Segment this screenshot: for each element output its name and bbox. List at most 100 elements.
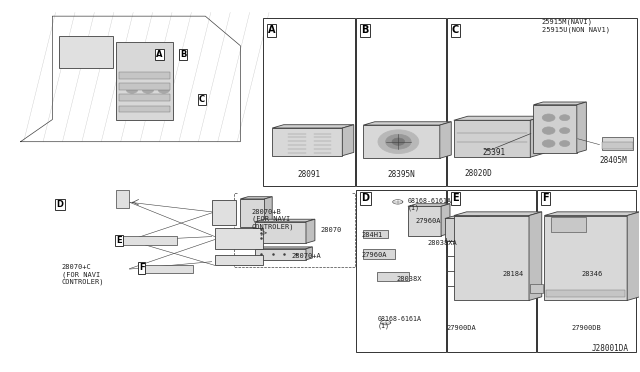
Polygon shape [529, 212, 541, 301]
Bar [138, 264, 193, 273]
Polygon shape [440, 122, 451, 158]
Text: 28405M: 28405M [599, 155, 627, 165]
Text: 28038X: 28038X [396, 276, 422, 282]
Text: (FOR NAVI: (FOR NAVI [252, 216, 290, 222]
Circle shape [559, 115, 570, 121]
Text: 27960A: 27960A [362, 253, 387, 259]
Text: 28020D: 28020D [464, 169, 492, 177]
Polygon shape [255, 222, 306, 243]
Polygon shape [544, 215, 627, 301]
Polygon shape [408, 206, 441, 236]
Polygon shape [534, 102, 586, 105]
Bar [538, 190, 636, 352]
Circle shape [126, 87, 138, 93]
Polygon shape [445, 218, 472, 241]
Text: 28091: 28091 [298, 170, 321, 179]
Text: A: A [156, 50, 163, 59]
Bar [212, 200, 236, 225]
Polygon shape [342, 125, 354, 156]
Text: C: C [452, 25, 459, 35]
Text: D: D [362, 193, 369, 203]
Polygon shape [445, 216, 479, 218]
Polygon shape [272, 125, 354, 128]
Text: 28038XA: 28038XA [427, 240, 457, 246]
Text: 28070+B: 28070+B [252, 209, 282, 215]
Polygon shape [454, 212, 541, 215]
Bar [215, 255, 262, 265]
Text: (1): (1) [378, 322, 389, 329]
Polygon shape [577, 102, 586, 153]
Text: 08168-6161A: 08168-6161A [378, 316, 421, 322]
Bar [602, 137, 633, 150]
Bar [262, 18, 355, 186]
Text: B: B [180, 50, 186, 59]
Bar [378, 272, 409, 280]
Text: 08168-6161A: 08168-6161A [408, 198, 452, 204]
Bar [119, 236, 177, 245]
Circle shape [542, 140, 555, 147]
Polygon shape [306, 219, 315, 243]
Text: F: F [139, 263, 145, 272]
Text: 27960A: 27960A [415, 218, 441, 224]
Bar [119, 72, 170, 79]
Polygon shape [241, 199, 264, 227]
Text: B: B [362, 25, 369, 35]
Polygon shape [627, 212, 640, 301]
Bar [447, 18, 637, 186]
Text: CONTROLER): CONTROLER) [62, 279, 104, 285]
Text: C: C [199, 95, 205, 104]
Polygon shape [255, 249, 306, 260]
Bar [356, 190, 445, 352]
Text: A: A [268, 25, 275, 35]
Text: 25915U(NON NAV1): 25915U(NON NAV1) [541, 27, 610, 33]
Text: 28184: 28184 [502, 271, 524, 277]
Polygon shape [255, 219, 315, 222]
Text: (1): (1) [408, 204, 420, 211]
Text: 27900DA: 27900DA [447, 325, 476, 331]
Text: (FOR NAVI: (FOR NAVI [62, 271, 100, 278]
Text: J28001DA: J28001DA [592, 344, 629, 353]
Text: CONTROLER): CONTROLER) [252, 223, 294, 230]
Polygon shape [264, 197, 272, 227]
Bar [119, 83, 170, 90]
Polygon shape [534, 105, 577, 153]
Text: 25915M(NAVI): 25915M(NAVI) [541, 19, 593, 25]
Circle shape [158, 87, 170, 93]
Bar [550, 217, 586, 232]
Polygon shape [241, 197, 272, 199]
Polygon shape [364, 122, 451, 125]
Text: 28346: 28346 [581, 271, 602, 277]
Text: 28070+C: 28070+C [62, 264, 92, 270]
Polygon shape [306, 247, 312, 260]
Bar [546, 290, 625, 297]
Polygon shape [531, 116, 544, 157]
Text: 27900DB: 27900DB [572, 325, 601, 331]
Bar [215, 228, 262, 249]
Polygon shape [454, 215, 529, 301]
Bar [119, 106, 170, 112]
Bar [531, 284, 543, 293]
Bar [363, 230, 388, 238]
Text: 25391: 25391 [483, 148, 506, 157]
Circle shape [559, 141, 570, 147]
Circle shape [392, 138, 404, 145]
Polygon shape [441, 204, 450, 236]
Polygon shape [544, 212, 640, 215]
Text: F: F [542, 193, 549, 203]
Polygon shape [454, 120, 531, 157]
Text: 28070: 28070 [320, 227, 341, 233]
Polygon shape [472, 216, 479, 241]
Text: 28070+A: 28070+A [291, 253, 321, 259]
Bar [363, 249, 394, 259]
Text: 284H1: 284H1 [362, 232, 383, 238]
Circle shape [378, 130, 419, 154]
Bar [116, 42, 173, 119]
Polygon shape [454, 116, 544, 120]
Polygon shape [272, 128, 342, 156]
Bar [356, 18, 445, 186]
Text: E: E [116, 236, 122, 245]
Text: E: E [452, 193, 458, 203]
Circle shape [142, 87, 154, 93]
Text: 28395N: 28395N [387, 170, 415, 179]
Bar [59, 36, 113, 68]
